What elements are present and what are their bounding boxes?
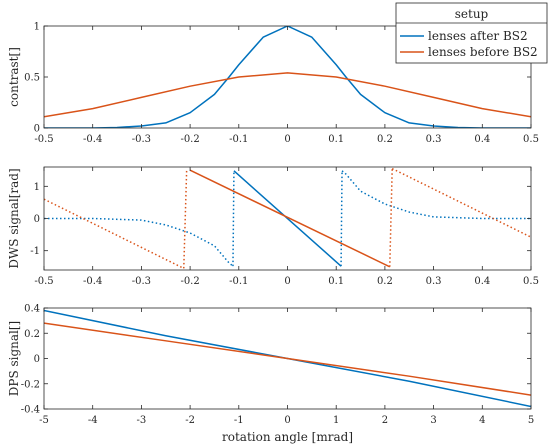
contrast-x-tick-label: 0.1: [328, 134, 344, 145]
dws-series-line: [44, 217, 234, 267]
contrast-series-group: [44, 26, 531, 128]
dws-series-line: [183, 168, 188, 269]
dps-series-line: [44, 322, 531, 396]
dws-y-axis-title: DWS signal[rad]: [7, 168, 21, 268]
contrast-x-tick-label: 0.2: [377, 134, 393, 145]
dps-y-tick-label: 0.2: [24, 329, 40, 340]
legend-box: [395, 2, 548, 64]
dps-y-tick-label: -0.4: [21, 405, 40, 416]
contrast-y-axis-title: contrast[]: [7, 47, 21, 107]
dws-x-tick-label: -0.4: [83, 276, 102, 287]
dws-series-line: [233, 170, 342, 267]
dps-y-tick-label: -0.2: [21, 379, 40, 390]
dps-x-tick-label: -3: [137, 415, 147, 426]
contrast-x-tick-label: 0.4: [474, 134, 490, 145]
dps-x-tick-label: -2: [185, 415, 195, 426]
dws-series-line: [189, 169, 391, 268]
dws-series-line: [389, 168, 393, 267]
dws-x-tick-label: -0.5: [34, 276, 53, 287]
legend-title: setup: [455, 7, 489, 21]
dws-series-group: [44, 167, 531, 270]
dps-series-group: [44, 309, 531, 408]
contrast-x-tick-label: -0.2: [180, 134, 199, 145]
dps-y-axis-title: DPS signal[]: [7, 321, 21, 397]
dps-x-tick-label: 0: [284, 415, 290, 426]
dws-signal-plot: -0.5 -0.4 -0.3 -0.2 -0.1 0 0.1 0.2 0.3 0.4 0.5 -1 0 1…: [7, 166, 539, 287]
dps-x-axis-title: rotation angle [mrad]: [222, 430, 353, 444]
dws-x-tick-label: 0: [284, 276, 290, 287]
dps-x-tick-label: -5: [39, 415, 49, 426]
dps-x-tick-label: 3: [430, 415, 436, 426]
dws-x-tick-label: 0.3: [426, 276, 442, 287]
dps-x-tick-label: 4: [479, 415, 485, 426]
contrast-series-line: [44, 26, 531, 128]
legend-entry-label: lenses after BS2: [428, 29, 528, 43]
contrast-y-tick-label: 0: [34, 124, 40, 135]
dps-y-tick-label: 0: [34, 354, 40, 365]
dps-x-tick-label: -4: [88, 415, 98, 426]
dws-x-tick-label: 0.5: [523, 276, 539, 287]
dws-x-tick-label: -0.1: [229, 276, 248, 287]
dws-series-line: [341, 170, 531, 220]
dps-x-tick-label: 5: [528, 415, 534, 426]
dws-y-tick-label: 1: [34, 182, 40, 193]
dws-series-line: [391, 167, 531, 238]
dws-x-tick-label: -0.3: [132, 276, 151, 287]
dws-x-tick-label: 0.2: [377, 276, 393, 287]
contrast-x-tick-label: 0.3: [426, 134, 442, 145]
legend-entry-label: lenses before BS2: [428, 45, 538, 59]
contrast-x-tick-label: -0.1: [229, 134, 248, 145]
contrast-x-tick-label: -0.3: [132, 134, 151, 145]
contrast-y-tick-label: 0.5: [24, 73, 40, 84]
contrast-y-tick-label: 1: [34, 22, 40, 33]
dws-x-tick-label: 0.4: [474, 276, 490, 287]
dps-y-tick-label: 0.4: [24, 304, 40, 315]
contrast-x-tick-label: -0.4: [83, 134, 102, 145]
dps-x-tick-label: 1: [333, 415, 339, 426]
dws-x-tick-label: -0.2: [180, 276, 199, 287]
dps-x-tick-label: 2: [382, 415, 388, 426]
dws-y-tick-label: 0: [34, 214, 40, 225]
legend: setup lenses after BS2 lenses before BS2: [395, 2, 548, 64]
dws-y-tick-label: -1: [30, 246, 40, 257]
contrast-x-tick-label: -0.5: [34, 134, 53, 145]
contrast-x-tick-label: 0: [284, 134, 290, 145]
dps-x-tick-label: -1: [234, 415, 244, 426]
contrast-x-tick-label: 0.5: [523, 134, 539, 145]
contrast-series-line: [44, 72, 531, 118]
dws-x-tick-label: 0.1: [328, 276, 344, 287]
